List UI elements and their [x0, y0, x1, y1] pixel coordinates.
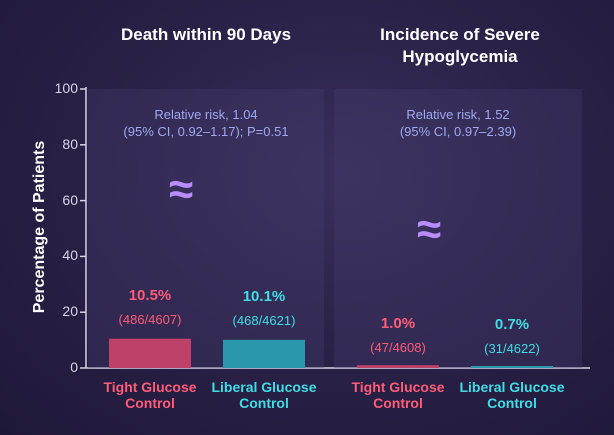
- panel-title: Death within 90 Days: [120, 25, 292, 44]
- bar-count-label: (31/4622): [484, 341, 540, 357]
- panel-background: [334, 89, 582, 368]
- category-label-line: Control: [487, 395, 537, 411]
- bar-value-label: 10.1%: [242, 287, 286, 305]
- panel-background: [88, 89, 324, 368]
- bar-count-label: (486/4607): [118, 311, 182, 327]
- y-tick-label: 80: [62, 135, 78, 152]
- axis-break-symbol: ≈: [169, 165, 194, 214]
- relative-risk-annotation: Relative risk, 1.04 (95% CI, 0.92–1.17); …: [86, 106, 326, 140]
- category-label-line: Control: [373, 395, 423, 411]
- category-label-line: Liberal Glucose: [459, 379, 565, 395]
- bar-value-label: 10.5%: [128, 286, 172, 304]
- category-label: Liberal Glucose Control: [447, 379, 577, 411]
- category-label-line: Tight Glucose: [351, 379, 445, 395]
- panel-title: Incidence of Severe Hypoglycemia: [380, 25, 540, 66]
- category-label: Tight Glucose Control: [85, 379, 215, 411]
- category-label: Liberal Glucose Control: [199, 379, 329, 411]
- bar: [471, 366, 553, 368]
- bar-count-label: (47/4608): [370, 340, 426, 356]
- bar-value-label: 0.7%: [494, 316, 530, 334]
- relative-risk-annotation: Relative risk, 1.52 (95% CI, 0.97–2.39): [338, 106, 578, 140]
- y-tick-label: 60: [62, 191, 78, 208]
- category-label-line: Control: [239, 395, 289, 411]
- bar-value-label: 1.0%: [380, 315, 416, 333]
- y-tick-label: 20: [62, 303, 78, 320]
- relative-risk-line: (95% CI, 0.92–1.17); P=0.51: [123, 124, 289, 139]
- y-tick-label: 100: [54, 80, 78, 96]
- bar-count-label: (468/4621): [232, 312, 296, 328]
- bar: [357, 365, 439, 368]
- relative-risk-line: (95% CI, 0.97–2.39): [399, 124, 517, 139]
- category-label: Tight Glucose Control: [333, 379, 463, 411]
- bar: [223, 339, 305, 368]
- y-tick-label: 40: [62, 247, 78, 264]
- category-label-line: Liberal Glucose: [211, 379, 317, 395]
- category-label-line: Control: [125, 395, 175, 411]
- axis-break-symbol: ≈: [417, 205, 442, 254]
- category-label-line: Tight Glucose: [103, 379, 197, 395]
- y-tick-label: 0: [70, 359, 78, 375]
- relative-risk-line: Relative risk, 1.52: [406, 107, 510, 122]
- relative-risk-line: Relative risk, 1.04: [154, 107, 258, 122]
- bar: [109, 338, 191, 368]
